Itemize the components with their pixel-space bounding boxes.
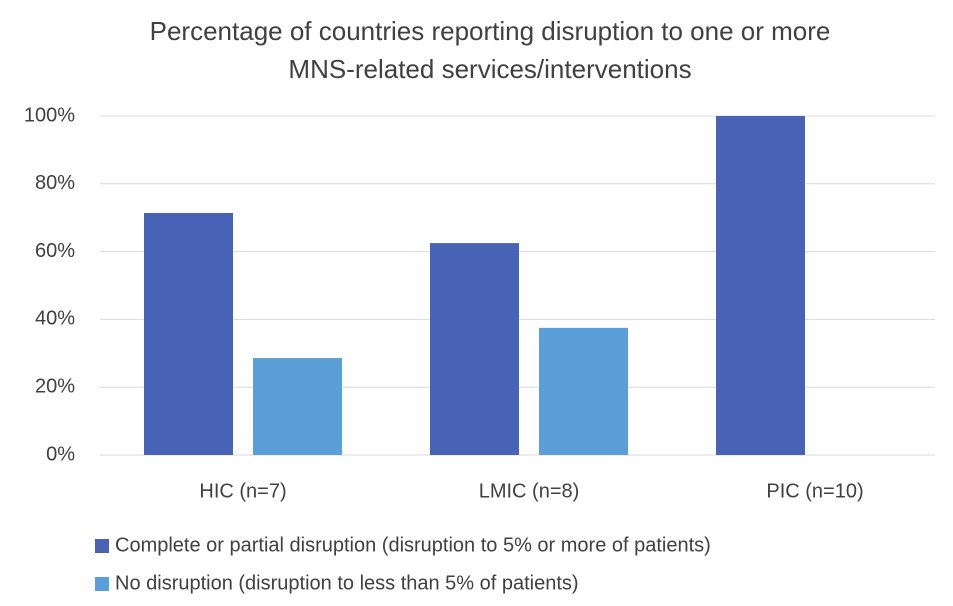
y-tick-label: 60% [35,240,75,262]
x-tick-label: LMIC (n=8) [479,480,580,502]
y-tick-label: 20% [35,375,75,397]
y-tick-label: 80% [35,172,75,194]
bar [430,243,519,455]
legend-swatch [95,539,109,553]
bar [253,358,342,455]
legend-label: Complete or partial disruption (disrupti… [115,534,711,556]
x-tick-label: HIC (n=7) [199,480,286,502]
chart-title: Percentage of countries reporting disrup… [149,16,831,84]
y-tick-label: 100% [24,104,75,126]
legend-swatch [95,577,109,591]
legend-label: No disruption (disruption to less than 5… [115,572,579,594]
x-tick-label: PIC (n=10) [766,480,863,502]
bar [539,327,628,455]
y-tick-label: 40% [35,308,75,330]
bar [144,212,233,455]
bar [716,116,805,455]
y-tick-label: 0% [46,443,75,465]
